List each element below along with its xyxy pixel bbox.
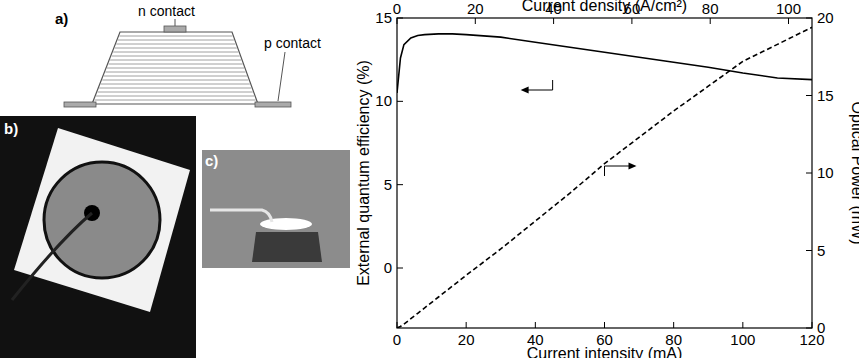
x-tick-label: 20 bbox=[458, 331, 475, 348]
layer bbox=[113, 52, 238, 53]
series-line bbox=[397, 27, 812, 328]
panel-c: c) bbox=[202, 150, 350, 268]
layer bbox=[116, 44, 235, 45]
y2-tick bbox=[806, 173, 812, 174]
x-tick bbox=[742, 322, 743, 328]
panel-label: b) bbox=[4, 120, 18, 137]
y-tick bbox=[397, 184, 403, 185]
x2-tick bbox=[475, 18, 476, 24]
layer bbox=[96, 96, 254, 97]
layer bbox=[101, 84, 250, 85]
x-tick bbox=[535, 322, 536, 328]
layer bbox=[112, 56, 240, 57]
y-tick-label: 15 bbox=[375, 9, 392, 26]
arrow bbox=[604, 166, 605, 176]
x2-tick-label: 80 bbox=[702, 0, 719, 17]
y-tick-label: 5 bbox=[384, 176, 392, 193]
layer bbox=[95, 100, 256, 101]
y2-tick-label: 20 bbox=[817, 9, 834, 26]
x-tick bbox=[673, 322, 674, 328]
mesa bbox=[92, 32, 258, 104]
label: p contact bbox=[264, 35, 321, 51]
panel-a: a) n contact p contact bbox=[55, 3, 321, 107]
n-contact-pad bbox=[164, 26, 186, 32]
y-tick bbox=[397, 101, 403, 102]
chart: 0204060801001200204060801000510150510152… bbox=[355, 0, 859, 358]
x-tick bbox=[812, 322, 813, 328]
photo-background bbox=[202, 150, 350, 268]
x2-tick bbox=[397, 18, 398, 24]
chip bbox=[14, 128, 190, 312]
y-tick bbox=[397, 268, 403, 269]
plot-frame bbox=[397, 18, 812, 328]
x2-tick bbox=[710, 18, 711, 24]
arrow-head bbox=[629, 163, 637, 170]
p-contact-pad bbox=[255, 102, 291, 107]
device-block bbox=[252, 232, 322, 262]
y-tick bbox=[397, 18, 403, 19]
label: n contact bbox=[138, 3, 195, 19]
series-line bbox=[397, 34, 812, 93]
x2-tick bbox=[553, 18, 554, 24]
panel-b: b) bbox=[0, 116, 196, 358]
leader bbox=[278, 52, 285, 101]
x2-tick bbox=[631, 18, 632, 24]
layer bbox=[110, 60, 241, 61]
x2-label: Current density (A/cm²) bbox=[522, 0, 687, 14]
x2-tick-label: 0 bbox=[393, 0, 401, 17]
layer bbox=[102, 80, 248, 81]
y2-tick-label: 10 bbox=[817, 164, 834, 181]
x2-tick-label: 20 bbox=[467, 0, 484, 17]
layer bbox=[118, 40, 234, 41]
layer bbox=[115, 48, 237, 49]
panel-label: c) bbox=[205, 152, 218, 169]
layer bbox=[98, 92, 253, 93]
panel-label: a) bbox=[55, 10, 68, 27]
y2-tick-label: 15 bbox=[817, 87, 834, 104]
y-tick-label: 10 bbox=[375, 92, 392, 109]
probe bbox=[210, 210, 272, 222]
layer bbox=[107, 68, 244, 69]
layer bbox=[104, 76, 247, 77]
photo-background bbox=[0, 116, 196, 358]
y-label: External quantum efficiency (%) bbox=[355, 60, 372, 286]
x-tick-label: 100 bbox=[730, 331, 755, 348]
y2-label: Optical Power (mW) bbox=[849, 101, 859, 244]
x-label: Current intensity (mA) bbox=[527, 345, 683, 358]
arrow bbox=[552, 80, 553, 90]
x-tick-label: 0 bbox=[393, 331, 401, 348]
y2-tick-label: 5 bbox=[817, 242, 825, 259]
emission bbox=[260, 218, 312, 230]
x-tick bbox=[604, 322, 605, 328]
layer bbox=[109, 64, 243, 65]
y2-tick bbox=[806, 250, 812, 251]
y2-tick bbox=[806, 328, 812, 329]
y2-tick-label: 0 bbox=[817, 319, 825, 336]
y2-tick bbox=[806, 95, 812, 96]
leader bbox=[175, 19, 176, 26]
x-tick bbox=[466, 322, 467, 328]
y2-tick bbox=[806, 18, 812, 19]
bond-wire bbox=[12, 213, 92, 300]
x2-tick-label: 100 bbox=[776, 0, 801, 17]
figure: a)n contactp contactb)c)0204060801001200… bbox=[0, 0, 859, 358]
y-tick-label: 0 bbox=[384, 259, 392, 276]
x2-tick bbox=[788, 18, 789, 24]
layer bbox=[119, 36, 232, 37]
p-contact-pad bbox=[64, 102, 96, 107]
mesa-top bbox=[44, 162, 160, 278]
plot-data bbox=[397, 27, 812, 328]
arrow-head bbox=[521, 87, 529, 94]
layer bbox=[99, 88, 251, 89]
layer bbox=[105, 72, 245, 73]
